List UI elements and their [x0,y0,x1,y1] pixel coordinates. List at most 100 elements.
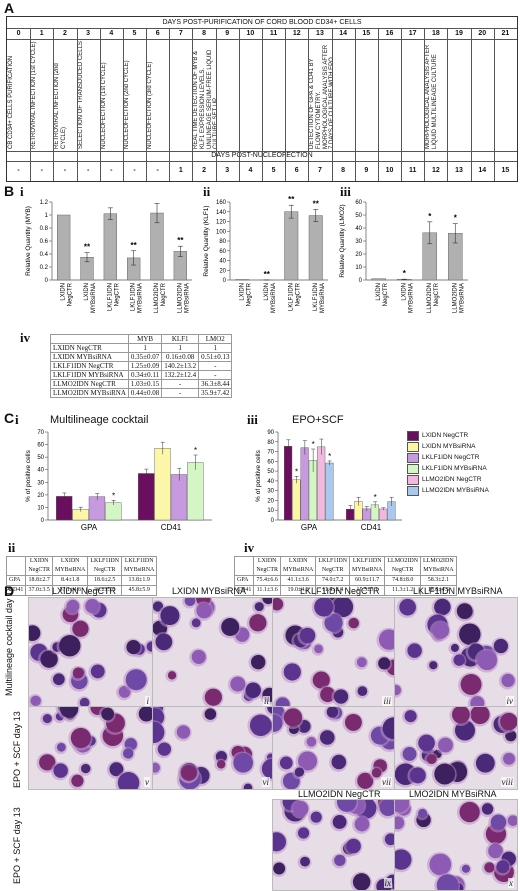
cell-nucleus [57,743,66,752]
table-header-cell [51,335,129,344]
legend-item: LKLF1IDN NegCTR [407,452,489,463]
y-tick-label: 80 [219,239,226,245]
cell-nucleus [410,767,426,783]
cell-nucleus [181,765,197,781]
cell-nucleus [250,715,272,737]
bar [89,497,105,520]
table-header-cell: MYB [128,335,161,344]
cell-nucleus [300,857,310,867]
x-tick-label: LXIDNMYBsiRNA [264,283,277,313]
cell-image [29,707,153,789]
legend-label: LXIDN MYBsiRNA [422,443,475,450]
micrograph-image: x [394,799,518,891]
day-top-cell: 3 [77,28,100,39]
timeline-divider [239,28,240,181]
cell-image [153,598,273,708]
y-tick-label: 10 [355,265,362,271]
y-tick-label: 1.2 [40,200,49,206]
table-cell: 18.6±2.5 [88,576,122,586]
day-bottom-cell: 5 [262,161,285,181]
bar [171,474,187,520]
significance-star: * [112,491,115,500]
cell-nucleus [53,673,65,685]
day-top-cell: 16 [378,28,401,39]
cell-nucleus [403,747,417,761]
x-tick-label: LXIDNMYBsiRNA [401,283,414,313]
micrograph-image: vi [152,706,274,790]
table-cell: GPA [235,576,254,586]
col-label-3: LKLF1IDN NegCTR [300,586,380,596]
micrograph-numeral: iv [506,696,515,706]
bar [187,462,203,520]
y-tick-label: 100 [216,229,227,235]
micrograph-numeral: iii [382,696,392,706]
day-bottom-cell: - [30,161,53,181]
y-tick-label: 90 [267,430,274,436]
cell-nucleus [461,674,482,695]
lmo2-label-negctr: LLMO2IDN NegCTR [298,789,381,799]
bar [155,448,171,520]
table-cell: 0.34±0.11 [128,371,161,380]
cell-nucleus [332,755,347,770]
table-cell: 132.2±12.4 [162,371,199,380]
cell-nucleus [245,682,261,698]
table-cell: - [162,389,199,398]
micrograph-numeral: ii [263,696,270,706]
micrograph-numeral: ix [384,878,393,888]
cell-nucleus [43,714,52,723]
legend-swatch [407,475,419,485]
cell-nucleus [59,635,80,656]
cell-image [395,707,517,789]
panel-c-iii-label: iii [247,412,258,428]
cell-nucleus [434,599,451,616]
table-cell: 1 [162,344,199,353]
table-cell: 0.51±0.13 [199,353,232,362]
day-bottom-cell: 4 [239,161,262,181]
timeline-divider [378,28,379,181]
y-tick-label: 0 [41,518,45,524]
day-bottom-cell: 14 [471,161,494,181]
cell-nucleus [418,735,435,752]
timeline-divider [77,28,78,181]
timeline-divider [447,28,448,181]
table-cell: 0.16±0.08 [162,353,199,362]
cell-nucleus [221,618,239,636]
day-top-cell: 13 [308,28,331,39]
day-top-cell: 0 [7,28,30,39]
table-cell: 11.1±3.6 [254,586,281,596]
cell-nucleus [314,644,323,653]
cell-nucleus [429,661,437,669]
cell-nucleus [85,599,99,613]
timeline-event: NUCLEOFECTION (1st CYCLE) [101,41,108,149]
table-cell: 58.3±2.1 [421,576,457,586]
day-bottom-cell: 6 [285,161,308,181]
table-cell: 1 [128,344,161,353]
micrograph-image: v [28,706,154,790]
col-label-2: LXIDN MYBsiRNA [172,586,246,596]
bar [138,473,154,520]
micrograph-image: vii [272,706,396,790]
micrograph-image: iii [272,597,396,709]
x-tick-label: CD41 [161,523,182,532]
cell-nucleus [399,599,416,616]
y-tick-label: 0.4 [40,252,49,258]
cell-nucleus [378,657,390,669]
timeline-divider [308,28,309,181]
bar [56,496,72,520]
significance-star: ** [177,236,184,245]
cell-nucleus [357,657,367,667]
table-cell: 35.9±7.42 [199,389,232,398]
timeline-event: NUCLEOFECTION (2nd CYCLE) [124,41,131,149]
significance-star: * [328,452,331,461]
day-top-cell: 20 [471,28,494,39]
cell-nucleus [71,775,83,787]
cell-nucleus [273,863,285,875]
table-header-cell [7,557,26,576]
cell-nucleus [81,764,90,773]
cell-nucleus [192,650,206,664]
x-tick-label: LXIDNMYBsiRNA [84,283,97,313]
